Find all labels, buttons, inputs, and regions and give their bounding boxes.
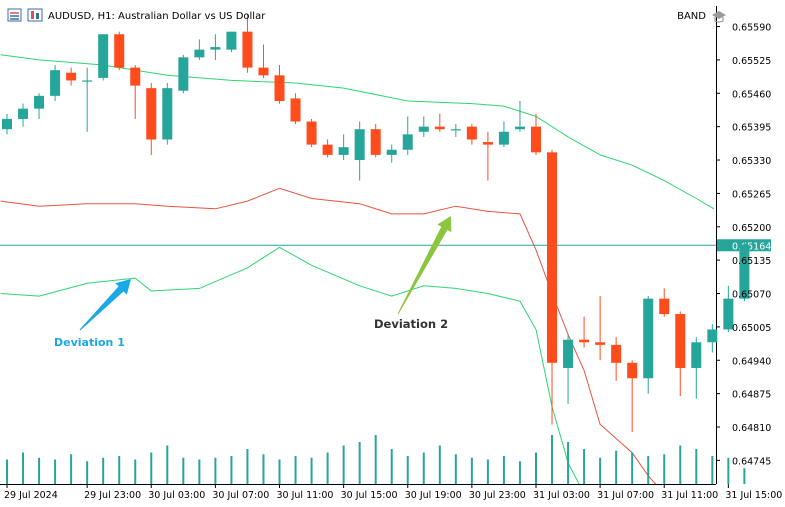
time-tick-label: 30 Jul 19:00 [405,490,462,501]
candle-bull [723,298,734,330]
price-tick-label: 0.64940 [732,356,771,367]
annotation-label-deviation-1: Deviation 1 [54,336,125,349]
time-tick-label: 30 Jul 11:00 [277,490,334,501]
candle-bull [98,34,109,78]
candle-bull [450,129,461,131]
candle-bear [659,298,670,315]
candle-bear [274,75,285,101]
time-tick-label: 29 Jul 2024 [4,490,58,501]
time-tick-label: 31 Jul 15:00 [725,490,782,501]
time-tick-label: 31 Jul 03:00 [533,490,590,501]
indicator-name: BAND [677,11,706,22]
candle-bull [226,31,237,50]
price-tick-label: 0.65460 [732,89,771,100]
upper-band-line [0,54,715,210]
price-tick-label: 0.65200 [732,223,771,234]
price-tick-label: 0.65265 [732,189,771,200]
candle-bear [114,34,125,68]
candle-bear [130,67,141,86]
candle-bear [146,88,157,140]
candle-bull [514,126,525,130]
annotation-arrow-deviation-1 [79,279,131,331]
price-tick-label: 0.65330 [732,156,771,167]
candle-bull [2,118,12,130]
price-tick-label: 0.65135 [732,256,771,267]
candle-bear [306,121,317,145]
candle-bull [707,329,718,343]
annotation-arrow-deviation-2 [397,216,452,315]
candle-bull [563,339,574,368]
candle-bull [643,298,654,379]
candle-bull [178,57,189,91]
header-icons[interactable] [7,8,43,22]
candle-bear [242,31,253,68]
price-tick-label: 0.65525 [732,56,771,67]
middle-band-line [0,187,657,484]
current-price-label: 0.65164 [732,241,771,252]
candle-bear [322,144,333,155]
candle-bull [386,149,397,155]
candle-bear [547,152,558,363]
bollinger-bands [0,54,715,484]
candle-bull [418,126,429,132]
candle-bear [595,342,606,345]
candle-bull [50,70,61,96]
annotation-label-deviation-2: Deviation 2 [374,317,448,331]
candle-bear [675,314,686,368]
time-tick-label: 30 Jul 07:00 [212,490,269,501]
lower-band-line [0,246,580,484]
candle-bull [18,108,29,119]
candle-bull [354,129,365,161]
candle-bull [691,342,702,368]
candle-bull [338,147,349,155]
candle-bear [370,129,381,155]
candle-bear [66,72,77,81]
candle-bear [627,362,638,379]
chart-type-icon[interactable] [27,8,43,22]
time-tick-label: 31 Jul 07:00 [597,490,654,501]
candle-bull [162,88,173,140]
candle-bull [210,47,221,50]
candle-bull [194,49,205,58]
menu-icon[interactable] [7,8,22,22]
volume-bars [6,435,746,484]
candle-bull [402,134,413,150]
time-tick-label: 30 Jul 03:00 [148,490,205,501]
plot-frame [0,6,717,485]
time-tick-label: 30 Jul 15:00 [341,490,398,501]
graduation-cap-icon[interactable] [712,11,726,23]
price-tick-label: 0.64875 [732,390,771,401]
time-tick-label: 30 Jul 23:00 [469,490,526,501]
price-tick-label: 0.65590 [732,23,771,34]
price-tick-label: 0.65005 [732,323,771,334]
time-tick-label: 29 Jul 23:00 [84,490,141,501]
price-tick-label: 0.64810 [732,423,771,434]
candle-bull [739,244,750,299]
candle-bear [482,142,493,145]
price-axis: 0.65590 0.65525 0.65460 0.65395 0.65330 0.652… [716,23,771,467]
candle-bear [290,98,301,122]
candle-bear [579,339,590,343]
candle-bear [611,344,622,363]
symbol-title: AUDUSD, H1: Australian Dollar vs US Doll… [48,11,266,22]
price-tick-label: 0.64745 [732,456,771,467]
price-tick-label: 0.65395 [732,123,771,134]
price-tick-label: 0.65070 [732,290,771,301]
candle-bull [82,80,93,82]
candle-bull [498,131,509,145]
candle-bear [258,67,269,76]
time-axis: 29 Jul 2024 29 Jul 23:00 30 Jul 03:00 30 Ju… [4,484,782,501]
candle-bear [466,126,477,140]
candle-bear [530,126,541,153]
candles [2,13,750,433]
candle-bull [34,95,45,109]
candle-bear [434,126,445,130]
time-tick-label: 31 Jul 11:00 [661,490,718,501]
annotations [79,216,452,331]
